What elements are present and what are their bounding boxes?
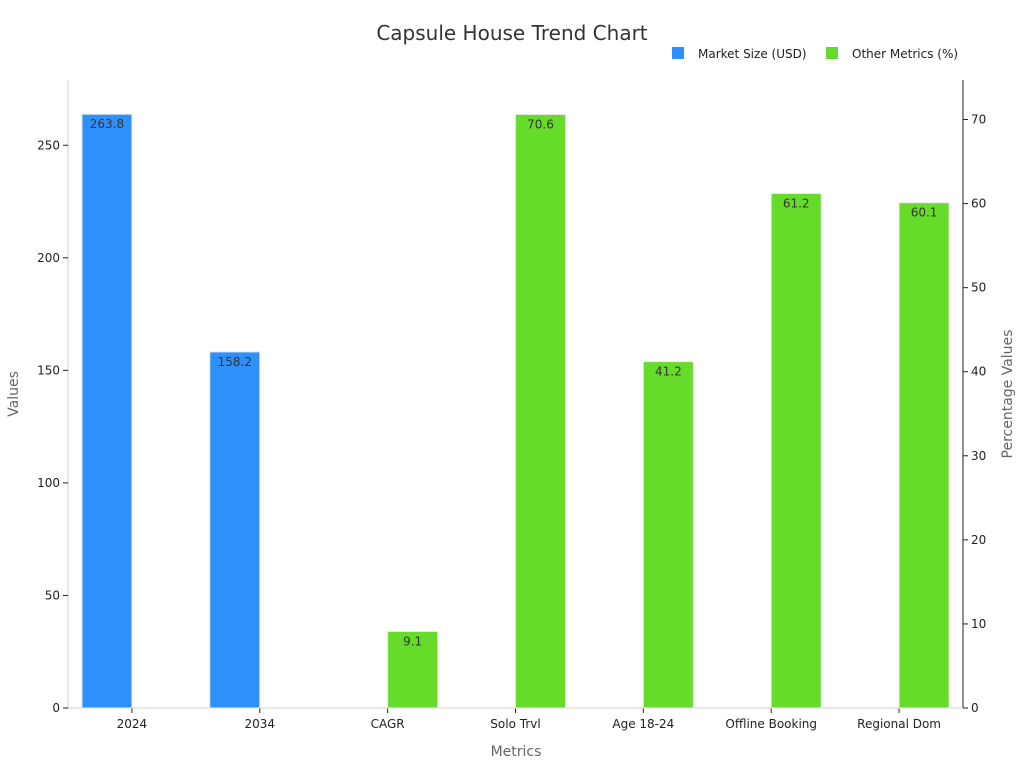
bar-value-label: 263.8: [90, 117, 124, 131]
y-left-tick-label: 200: [37, 251, 60, 265]
y-left-tick-label: 250: [37, 138, 60, 152]
bars: [81, 113, 950, 709]
y-right-tick-label: 20: [971, 533, 986, 547]
x-axis-label: Metrics: [491, 744, 542, 760]
y-axis-right-label: Percentage Values: [1000, 330, 1016, 459]
y-left-tick-label: 150: [37, 363, 60, 377]
y-right-tick-label: 60: [971, 197, 986, 211]
y-right-tick-label: 50: [971, 281, 986, 295]
bar: [898, 202, 950, 709]
chart-title: Capsule House Trend Chart: [376, 21, 647, 45]
x-tick-label: 2034: [245, 717, 276, 731]
y-axis-left-ticks: 0 50 100 150 200 250: [37, 138, 68, 715]
x-tick-label: Solo Trvl: [490, 717, 540, 731]
bar: [387, 630, 439, 709]
bar-labels: 263.8 158.2 9.1 70.6 41.2 61.2 60.1: [90, 117, 938, 648]
bar-value-label: 9.1: [403, 634, 422, 648]
x-axis-ticks: 2024 2034 CAGR Solo Trvl Age 18-24 Offline Bo…: [117, 708, 941, 731]
bar-value-label: 60.1: [911, 206, 938, 220]
y-left-tick-label: 100: [37, 476, 60, 490]
bar-value-label: 61.2: [783, 196, 810, 210]
legend-label-other-metrics: Other Metrics (%): [852, 47, 958, 61]
x-tick-label: CAGR: [371, 717, 405, 731]
y-right-tick-label: 40: [971, 365, 986, 379]
y-axis-left-label: Values: [6, 371, 22, 417]
legend-label-market-size: Market Size (USD): [698, 47, 807, 61]
bar: [770, 192, 822, 709]
bar-value-label: 158.2: [218, 355, 252, 369]
x-tick-label: Regional Dom: [857, 717, 941, 731]
bar: [515, 113, 566, 709]
x-tick-label: Offline Booking: [725, 717, 817, 731]
y-right-tick-label: 0: [971, 701, 979, 715]
y-right-tick-label: 10: [971, 617, 986, 631]
y-right-tick-label: 30: [971, 449, 986, 463]
x-tick-label: Age 18-24: [612, 717, 674, 731]
legend-swatch-other-metrics: [826, 47, 838, 59]
bar-value-label: 70.6: [527, 117, 554, 131]
y-left-tick-label: 50: [45, 588, 60, 602]
y-axis-right-ticks: 0 10 20 30 40 50 60 70: [963, 113, 986, 715]
bar: [81, 113, 133, 709]
legend-swatch-market-size: [672, 47, 684, 59]
bar: [209, 351, 261, 709]
x-tick-label: 2024: [117, 717, 148, 731]
legend: Market Size (USD) Other Metrics (%): [672, 47, 958, 61]
bar-value-label: 41.2: [655, 365, 682, 379]
y-right-tick-label: 70: [971, 113, 986, 127]
bar: [642, 361, 694, 709]
y-left-tick-label: 0: [52, 701, 60, 715]
